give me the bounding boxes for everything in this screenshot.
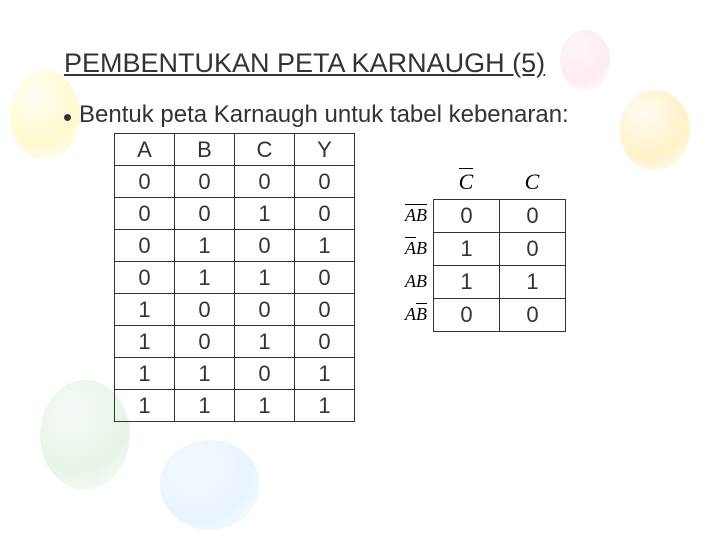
kmap-row-header: AB (395, 199, 433, 232)
kmap-row-header: AB (395, 298, 433, 331)
col-header: C (235, 134, 295, 166)
table-row: 11 (434, 266, 566, 299)
table-row: 1000 (115, 294, 355, 326)
table-row: A B C Y (115, 134, 355, 166)
kmap-grid: 00 10 11 00 (433, 199, 566, 332)
kmap-row-header: AB (395, 232, 433, 265)
kmap-row-header: AB (395, 265, 433, 298)
page-title: PEMBENTUKAN PETA KARNAUGH (5) (64, 48, 680, 79)
bullet-item: Bentuk peta Karnaugh untuk tabel kebenar… (64, 101, 680, 129)
truth-table: A B C Y 0000 0010 0101 0110 1000 1010 11… (114, 133, 355, 422)
table-row: 0010 (115, 198, 355, 230)
table-row: 1111 (115, 390, 355, 422)
bullet-dot-icon (64, 114, 71, 121)
table-row: 10 (434, 233, 566, 266)
table-row: 00 (434, 299, 566, 332)
col-header: B (175, 134, 235, 166)
col-header: A (115, 134, 175, 166)
kmap-col-header: C (499, 169, 565, 199)
karnaugh-map: C C AB AB AB AB 00 10 11 00 (395, 169, 566, 332)
table-row: 1101 (115, 358, 355, 390)
col-header: Y (295, 134, 355, 166)
table-row: 0000 (115, 166, 355, 198)
table-row: 00 (434, 200, 566, 233)
table-row: 0101 (115, 230, 355, 262)
table-row: 1010 (115, 326, 355, 358)
kmap-col-header: C (433, 169, 499, 199)
table-row: 0110 (115, 262, 355, 294)
bullet-text: Bentuk peta Karnaugh untuk tabel kebenar… (79, 101, 569, 129)
